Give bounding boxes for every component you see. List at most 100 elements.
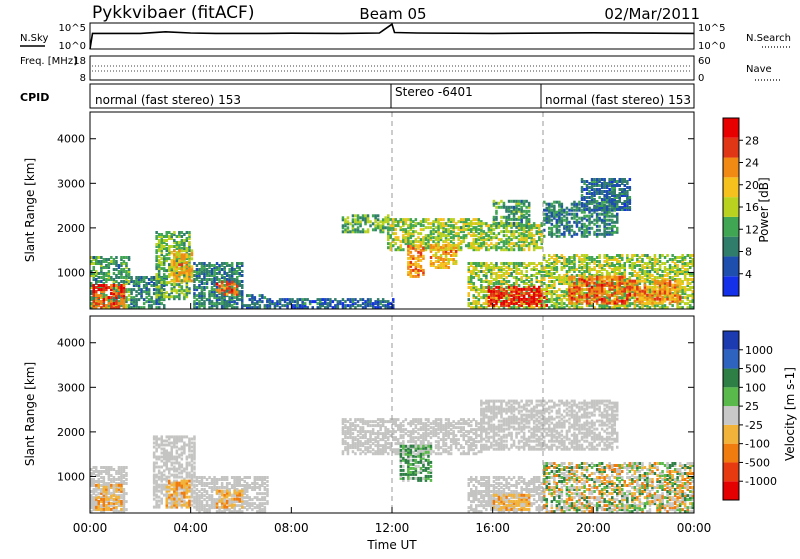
noise-right-tick-bottom: 10^0 [698, 41, 725, 52]
heatmap-cell [483, 294, 486, 297]
heatmap-cell [556, 201, 559, 204]
heatmap-cell [473, 222, 476, 225]
heatmap-cell [588, 227, 591, 230]
heatmap-cell [478, 292, 481, 295]
heatmap-cell [186, 231, 189, 234]
heatmap-cell [216, 276, 219, 279]
heatmap-cell [598, 233, 601, 236]
heatmap-cell [505, 234, 508, 237]
heatmap-cell [548, 290, 551, 293]
heatmap-cell [233, 278, 236, 281]
heatmap-cell [611, 225, 614, 228]
heatmap-cell [322, 298, 325, 301]
heatmap-cell [176, 253, 179, 256]
heatmap-cell [140, 276, 143, 279]
heatmap-cell [573, 254, 576, 257]
heatmap-cell [130, 276, 133, 279]
heatmap-cell [168, 245, 171, 248]
heatmap-cell [621, 202, 624, 205]
heatmap-cell [563, 256, 566, 259]
heatmap-cell [581, 186, 584, 189]
heatmap-cell [573, 292, 576, 295]
heatmap-cell [455, 226, 458, 229]
heatmap-cell [498, 290, 501, 293]
heatmap-cell [503, 230, 506, 233]
heatmap-cell [525, 210, 528, 213]
heatmap-cell [427, 222, 430, 225]
heatmap-cell [573, 213, 576, 216]
heatmap-cell [173, 253, 176, 256]
heatmap-cell [468, 302, 471, 305]
heatmap-cell [518, 304, 521, 307]
heatmap-cell [624, 282, 627, 285]
heatmap-cell [208, 290, 211, 293]
heatmap-cell [659, 288, 662, 291]
colorbar-swatch [723, 177, 739, 197]
heatmap-cell [636, 258, 639, 261]
heatmap-cell [513, 286, 516, 289]
heatmap-cell [566, 288, 569, 291]
heatmap-cell [218, 302, 221, 305]
heatmap-cell [470, 262, 473, 265]
heatmap-cell [155, 291, 158, 294]
heatmap-cell [578, 227, 581, 230]
heatmap-cell [649, 302, 652, 305]
heatmap-cell [309, 300, 312, 303]
heatmap-cell [616, 227, 619, 230]
heatmap-cell [556, 254, 559, 257]
heatmap-cell [181, 279, 184, 282]
heatmap-cell [412, 275, 415, 278]
heatmap-cell [611, 262, 614, 265]
heatmap-cell [583, 254, 586, 257]
heatmap-cell [581, 302, 584, 305]
heatmap-cell [236, 291, 239, 294]
noise-right-tick-top: 10^5 [698, 23, 725, 34]
heatmap-cell [556, 266, 559, 269]
heatmap-cell [123, 256, 126, 259]
heatmap-cell [264, 304, 267, 307]
heatmap-cell [483, 222, 486, 225]
heatmap-cell [536, 268, 539, 271]
heatmap-cell [379, 300, 382, 303]
heatmap-cell [603, 284, 606, 287]
heatmap-cell [432, 240, 435, 243]
heatmap-cell [173, 231, 176, 234]
heatmap-cell [153, 282, 156, 285]
heatmap-cell [593, 206, 596, 209]
heatmap-cell [556, 294, 559, 297]
heatmap-cell [598, 284, 601, 287]
heatmap-cell [173, 245, 176, 248]
heatmap-cell [593, 274, 596, 277]
heatmap-cell [551, 284, 554, 287]
heatmap-cell [239, 266, 242, 269]
heatmap-cell [306, 298, 309, 301]
heatmap-cell [171, 233, 174, 236]
heatmap-cell [666, 298, 669, 301]
heatmap-cell [651, 298, 654, 301]
heatmap-cell [211, 278, 214, 281]
heatmap-cell [231, 281, 234, 284]
heatmap-cell [138, 276, 141, 279]
heatmap-cell [548, 231, 551, 234]
heatmap-cell [286, 298, 289, 301]
heatmap-cell [508, 280, 511, 283]
heatmap-cell [440, 262, 443, 265]
heatmap-cell [483, 230, 486, 233]
heatmap-cell [646, 294, 649, 297]
heatmap-cell [100, 276, 103, 279]
heatmap-cell [422, 228, 425, 231]
heatmap-cell [503, 278, 506, 281]
heatmap-cell [611, 198, 614, 201]
heatmap-cell [583, 223, 586, 226]
heatmap-cell [619, 300, 622, 303]
heatmap-cell [636, 254, 639, 257]
heatmap-cell [651, 258, 654, 261]
heatmap-cell [372, 214, 375, 217]
heatmap-cell [505, 290, 508, 293]
heatmap-cell [593, 231, 596, 234]
heatmap-cell [198, 300, 201, 303]
heatmap-cell [327, 302, 330, 305]
heatmap-cell [606, 182, 609, 185]
heatmap-cell [158, 285, 161, 288]
